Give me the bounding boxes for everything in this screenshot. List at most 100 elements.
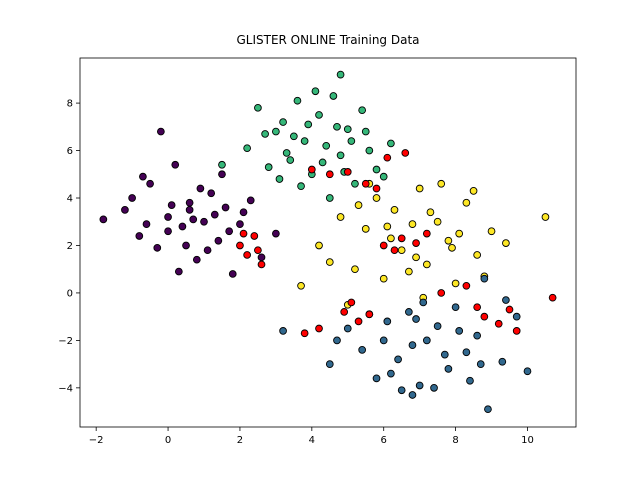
scatter-point xyxy=(383,222,392,231)
scatter-point xyxy=(372,165,381,174)
scatter-point xyxy=(185,206,194,214)
scatter-point xyxy=(455,327,464,335)
y-tick-label: 8 xyxy=(67,99,73,110)
scatter-point xyxy=(502,296,510,304)
scatter-point xyxy=(336,70,345,79)
scatter-point xyxy=(351,179,359,188)
scatter-point xyxy=(379,336,388,345)
scatter-point xyxy=(135,232,144,240)
scatter-point xyxy=(189,215,198,224)
scatter-point xyxy=(257,253,266,262)
scatter-point xyxy=(196,184,205,193)
scatter-point xyxy=(182,241,190,250)
scatter-point xyxy=(146,179,154,188)
scatter-point xyxy=(171,160,180,169)
scatter-point xyxy=(365,146,374,155)
y-tick-label: 4 xyxy=(67,194,73,205)
scatter-point xyxy=(408,341,417,349)
scatter-point xyxy=(210,210,219,219)
y-tick-label: 0 xyxy=(67,288,73,299)
scatter-point xyxy=(272,229,280,238)
scatter-point xyxy=(408,220,417,228)
scatter-point xyxy=(358,106,366,115)
scatter-point xyxy=(455,229,464,238)
scatter-point xyxy=(167,201,176,209)
scatter-point xyxy=(139,172,147,181)
scatter-point xyxy=(462,348,471,357)
scatter-point xyxy=(203,246,212,255)
scatter-point xyxy=(412,315,420,323)
scatter-point xyxy=(290,132,298,141)
y-tick-label: −4 xyxy=(58,383,73,394)
scatter-point xyxy=(394,355,402,364)
scatter-point xyxy=(480,274,489,283)
scatter-point xyxy=(419,298,428,307)
scatter-point xyxy=(347,137,356,145)
scatter-point xyxy=(157,127,165,136)
scatter-point xyxy=(473,251,482,259)
scatter-point xyxy=(153,243,162,252)
y-tick-label: −2 xyxy=(58,336,73,347)
scatter-point xyxy=(315,241,323,250)
scatter-point xyxy=(351,265,359,274)
scatter-point xyxy=(185,198,194,207)
scatter-point xyxy=(451,303,460,312)
scatter-point xyxy=(412,239,420,247)
scatter-point xyxy=(379,172,388,181)
scatter-point xyxy=(451,279,460,288)
scatter-point xyxy=(178,222,187,231)
scatter-point xyxy=(286,156,295,164)
scatter-point xyxy=(243,144,251,153)
scatter-point xyxy=(390,206,399,214)
scatter-point xyxy=(372,194,381,202)
scatter-point xyxy=(311,87,320,96)
scatter-point xyxy=(304,120,313,129)
scatter-point xyxy=(383,317,392,326)
scatter-point xyxy=(469,187,478,195)
plot-frame xyxy=(79,57,577,428)
scatter-point xyxy=(142,220,151,228)
scatter-point xyxy=(300,137,309,145)
scatter-point xyxy=(390,246,399,255)
scatter-point xyxy=(372,374,381,383)
scatter-point xyxy=(218,160,226,169)
scatter-point xyxy=(412,253,420,262)
scatter-point xyxy=(426,208,435,217)
scatter-point xyxy=(275,175,284,183)
scatter-point xyxy=(315,111,323,119)
scatter-point xyxy=(433,217,442,226)
scatter-point xyxy=(422,229,431,238)
scatter-point xyxy=(318,158,327,167)
scatter-point xyxy=(512,312,521,321)
scatter-point xyxy=(505,305,514,314)
scatter-point xyxy=(322,141,331,150)
scatter-point xyxy=(354,201,363,209)
scatter-point xyxy=(401,149,410,157)
scatter-point xyxy=(336,213,345,221)
scatter-point xyxy=(437,179,446,188)
scatter-point xyxy=(279,327,287,335)
scatter-point xyxy=(372,184,381,193)
scatter-point xyxy=(347,298,356,307)
scatter-point xyxy=(239,208,248,217)
scatter-point xyxy=(325,170,334,179)
scatter-point xyxy=(487,227,496,236)
scatter-point xyxy=(361,127,370,136)
scatter-point xyxy=(387,139,395,148)
x-tick-label: 10 xyxy=(521,435,534,446)
scatter-point xyxy=(225,227,234,236)
scatter-point xyxy=(405,308,413,316)
scatter-point xyxy=(121,206,129,214)
scatter-point xyxy=(325,360,334,368)
scatter-point xyxy=(462,281,471,290)
scatter-point xyxy=(336,151,345,160)
scatter-point xyxy=(422,260,431,269)
scatter-point xyxy=(333,122,341,131)
scatter-point xyxy=(221,203,230,212)
scatter-point xyxy=(502,239,510,247)
scatter-point xyxy=(236,241,244,250)
scatter-point xyxy=(379,241,388,250)
scatter-point xyxy=(164,227,172,236)
scatter-point xyxy=(422,336,431,345)
scatter-point xyxy=(523,367,532,376)
